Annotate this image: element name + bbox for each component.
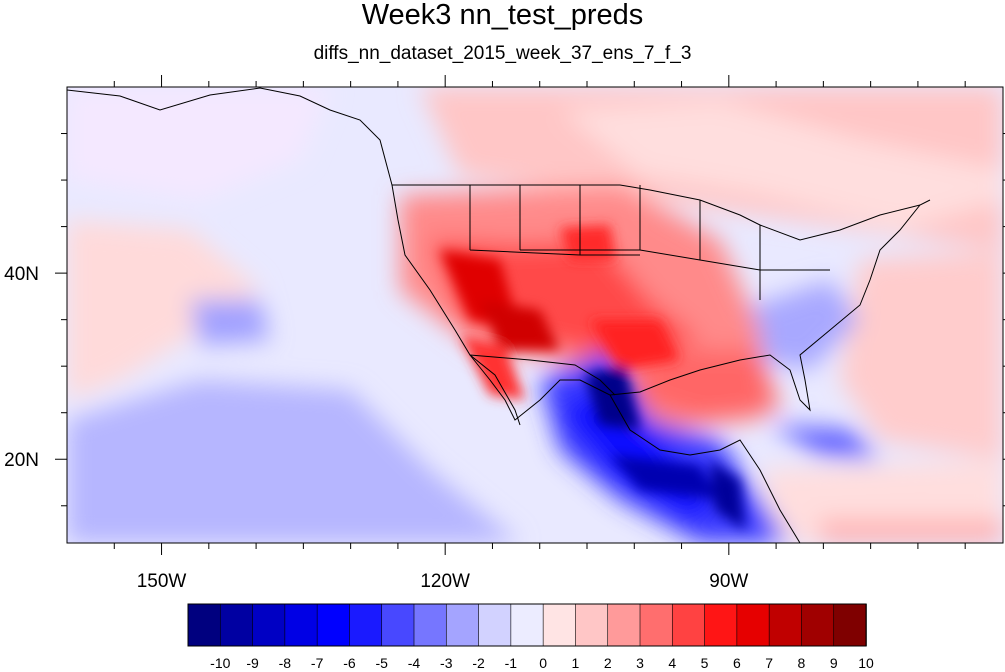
colorbar-label: 6 xyxy=(733,655,741,671)
colorbar-label: -7 xyxy=(311,655,324,671)
colorbar-swatch xyxy=(575,603,609,647)
colorbar-label: -10 xyxy=(210,655,230,671)
colorbar-swatch xyxy=(413,603,448,647)
colorbar-label: -2 xyxy=(472,655,485,671)
colorbar-swatch xyxy=(284,603,318,647)
colorbar-swatch xyxy=(671,603,706,647)
colorbar-label: 0 xyxy=(539,655,547,671)
map-title: Week3 nn_test_preds xyxy=(361,0,644,31)
colorbar-swatch xyxy=(219,603,254,647)
colorbar-label: -3 xyxy=(440,655,453,671)
axis-ticks xyxy=(55,75,1005,555)
colorbar-label: -8 xyxy=(279,655,292,671)
colorbar-label: 9 xyxy=(830,655,838,671)
lon-tick-label: 90W xyxy=(709,571,748,592)
colorbar-swatch xyxy=(187,603,222,647)
colorbar-label: 7 xyxy=(765,655,773,671)
colorbar-swatch xyxy=(704,603,738,647)
colorbar-label: 8 xyxy=(798,655,806,671)
colorbar-label: -9 xyxy=(246,655,259,671)
colorbar-label: -6 xyxy=(343,655,356,671)
lat-tick-label: 40N xyxy=(4,264,39,285)
axis-tick-labels: 150W 120W 90W 40N 20N xyxy=(4,264,748,592)
map-subtitle: diffs_nn_dataset_2015_week_37_ens_7_f_3 xyxy=(313,43,692,64)
colorbar-label: 3 xyxy=(636,655,644,671)
colorbar-swatch xyxy=(639,603,674,647)
colorbar-label: 2 xyxy=(604,655,612,671)
lon-tick-label: 120W xyxy=(420,571,470,592)
colorbar-swatch xyxy=(542,603,577,647)
anomaly-field xyxy=(67,87,1003,543)
colorbar-label: -5 xyxy=(375,655,388,671)
colorbar-label: -1 xyxy=(505,655,518,671)
colorbar-swatch xyxy=(478,603,512,647)
colorbar-label: 5 xyxy=(701,655,709,671)
colorbar-swatch xyxy=(445,603,480,647)
colorbar-swatch xyxy=(768,603,803,647)
lat-tick-label: 20N xyxy=(4,450,39,471)
colorbar-swatch xyxy=(316,603,351,647)
colorbar-swatch xyxy=(510,603,544,647)
colorbar-label: 1 xyxy=(572,655,580,671)
colorbar-swatch xyxy=(381,603,415,647)
colorbar-swatch xyxy=(736,603,770,647)
colorbar: -10 -9 -8 -7 -6 -5 -4 -3 -2 -1 0 1 2 3 4 5 6 7 8 9 10 xyxy=(187,603,874,671)
lon-tick-label: 150W xyxy=(137,571,187,592)
colorbar-swatch xyxy=(607,603,641,647)
colorbar-label: 10 xyxy=(858,655,874,671)
colorbar-swatch xyxy=(833,603,867,647)
colorbar-label: -4 xyxy=(408,655,421,671)
colorbar-label: 4 xyxy=(668,655,676,671)
map-frame xyxy=(66,86,1004,544)
colorbar-swatch xyxy=(349,603,383,647)
colorbar-swatch xyxy=(252,603,286,647)
colorbar-swatch xyxy=(801,603,835,647)
